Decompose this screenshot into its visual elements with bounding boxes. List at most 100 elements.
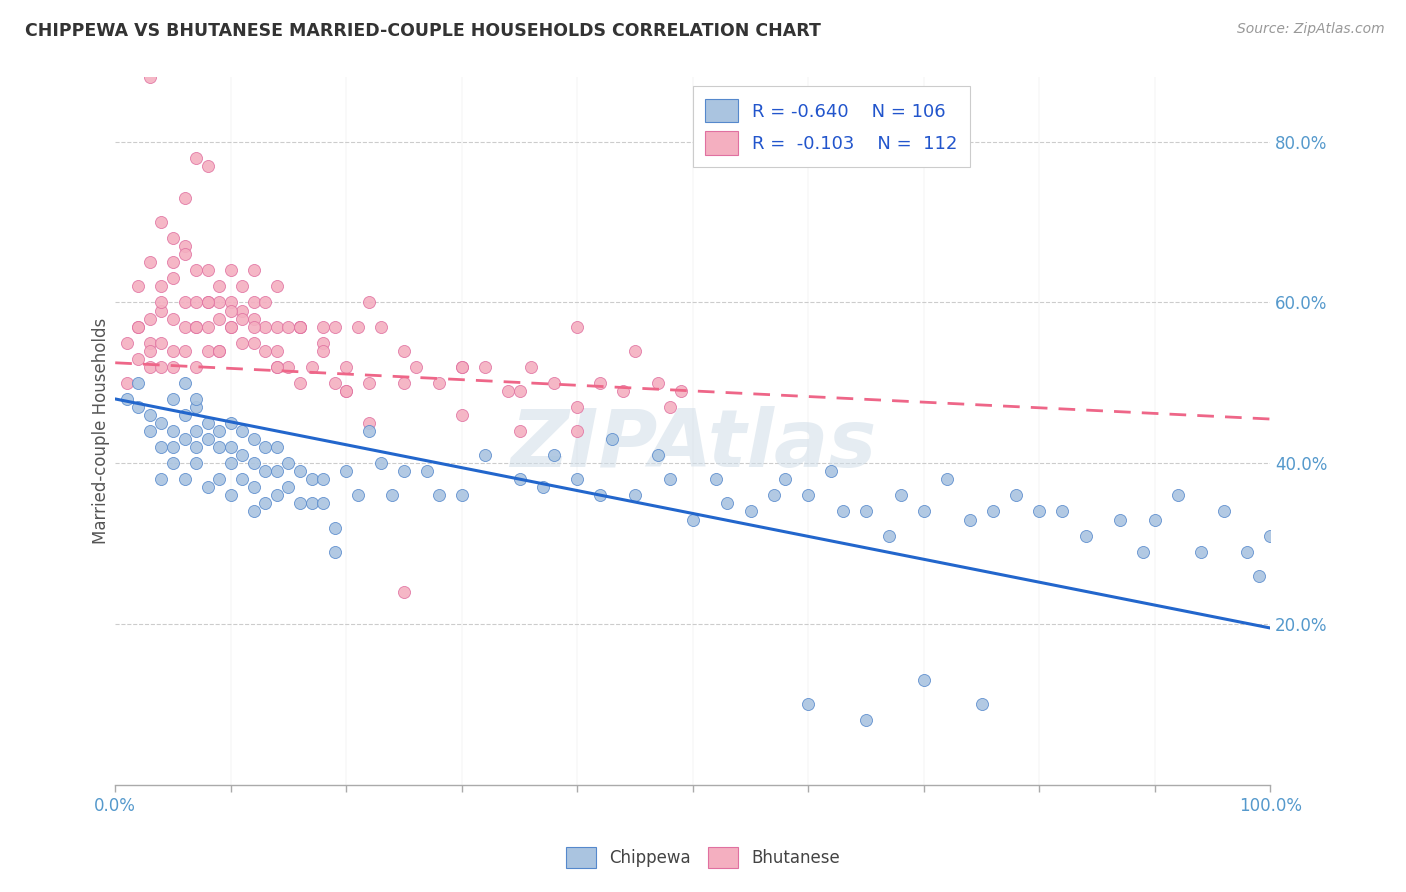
Point (277, 480, 299, 494)
Point (647, 376, 669, 390)
Point (127, 319, 149, 334)
Point (139, 343, 162, 358)
Point (139, 311, 162, 326)
Point (567, 424, 589, 438)
Point (266, 488, 288, 502)
Point (231, 424, 253, 438)
Point (197, 343, 219, 358)
Point (231, 311, 253, 326)
Point (474, 359, 496, 374)
Point (359, 295, 381, 310)
Point (1109, 512, 1132, 526)
Point (704, 472, 727, 486)
Point (197, 295, 219, 310)
Point (184, 424, 207, 438)
Point (208, 472, 231, 486)
Point (370, 319, 392, 334)
Point (197, 159, 219, 173)
Point (1189, 544, 1212, 558)
Point (612, 384, 634, 398)
Point (197, 416, 219, 430)
Point (208, 424, 231, 438)
Point (184, 456, 207, 470)
Point (450, 359, 472, 374)
Point (335, 384, 357, 398)
Point (277, 359, 299, 374)
Point (139, 408, 162, 422)
Point (716, 496, 738, 510)
Point (970, 698, 993, 712)
Point (208, 311, 231, 326)
Point (219, 319, 242, 334)
Point (392, 464, 415, 478)
Point (266, 359, 288, 374)
Point (877, 528, 900, 542)
Point (139, 335, 162, 350)
Point (335, 464, 357, 478)
Point (427, 376, 450, 390)
Point (266, 464, 288, 478)
Point (312, 496, 335, 510)
Point (173, 239, 195, 253)
Point (288, 319, 311, 334)
Point (243, 432, 266, 446)
Point (150, 279, 173, 293)
Point (301, 496, 323, 510)
Point (208, 343, 231, 358)
Point (567, 472, 589, 486)
Point (162, 311, 184, 326)
Point (959, 512, 981, 526)
Point (312, 335, 335, 350)
Point (392, 376, 415, 390)
Point (1247, 568, 1270, 582)
Point (254, 295, 277, 310)
Point (219, 440, 242, 454)
Point (288, 319, 311, 334)
Point (301, 359, 323, 374)
Point (359, 376, 381, 390)
Point (208, 343, 231, 358)
Point (150, 359, 173, 374)
Point (231, 472, 253, 486)
Point (543, 448, 565, 462)
Point (184, 295, 207, 310)
Point (184, 151, 207, 165)
Point (162, 392, 184, 406)
Point (115, 335, 138, 350)
Point (288, 464, 311, 478)
Point (127, 279, 149, 293)
Point (150, 472, 173, 486)
Point (173, 408, 195, 422)
Point (496, 384, 519, 398)
Point (335, 359, 357, 374)
Point (173, 319, 195, 334)
Point (127, 376, 149, 390)
Point (173, 343, 195, 358)
Point (323, 520, 346, 534)
Point (682, 512, 704, 526)
Point (231, 279, 253, 293)
Point (416, 464, 439, 478)
Point (301, 472, 323, 486)
Point (1260, 528, 1282, 542)
Point (150, 303, 173, 318)
Point (370, 456, 392, 470)
Point (197, 263, 219, 277)
Point (1236, 544, 1258, 558)
Point (474, 448, 496, 462)
Point (208, 279, 231, 293)
Point (509, 472, 531, 486)
Point (127, 400, 149, 414)
Point (820, 464, 842, 478)
Point (277, 319, 299, 334)
Point (173, 376, 195, 390)
Point (173, 472, 195, 486)
Point (184, 263, 207, 277)
Point (150, 416, 173, 430)
Point (531, 480, 554, 494)
Point (219, 295, 242, 310)
Point (254, 464, 277, 478)
Point (1028, 504, 1050, 518)
Point (173, 191, 195, 205)
Point (184, 319, 207, 334)
